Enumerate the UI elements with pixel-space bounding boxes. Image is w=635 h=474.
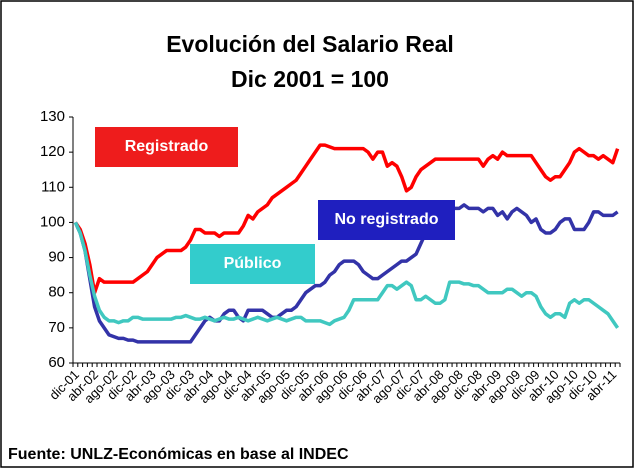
y-tick-label: 130 bbox=[40, 108, 65, 125]
legend-box bbox=[318, 200, 455, 240]
legend-label: Registrado bbox=[125, 138, 209, 155]
legend-label: Público bbox=[224, 255, 282, 272]
chart-subtitle: Dic 2001 = 100 bbox=[231, 66, 389, 92]
y-tick-label: 110 bbox=[41, 178, 65, 195]
legend-label: No registrado bbox=[334, 211, 438, 228]
legend-box bbox=[190, 244, 315, 284]
y-tick-label: 90 bbox=[48, 249, 65, 266]
source-note: Fuente: UNLZ-Económicas en base al INDEC bbox=[8, 446, 349, 463]
chart-title: Evolución del Salario Real bbox=[166, 31, 454, 57]
series-line bbox=[73, 203, 619, 344]
y-tick-label: 120 bbox=[40, 143, 65, 160]
y-tick-label: 70 bbox=[48, 319, 65, 336]
y-tick-label: 60 bbox=[48, 354, 65, 371]
y-tick-label: 80 bbox=[48, 284, 65, 301]
y-tick-label: 100 bbox=[40, 213, 65, 230]
series-line bbox=[73, 143, 620, 295]
legend-box bbox=[95, 127, 238, 167]
series-line bbox=[73, 221, 620, 329]
